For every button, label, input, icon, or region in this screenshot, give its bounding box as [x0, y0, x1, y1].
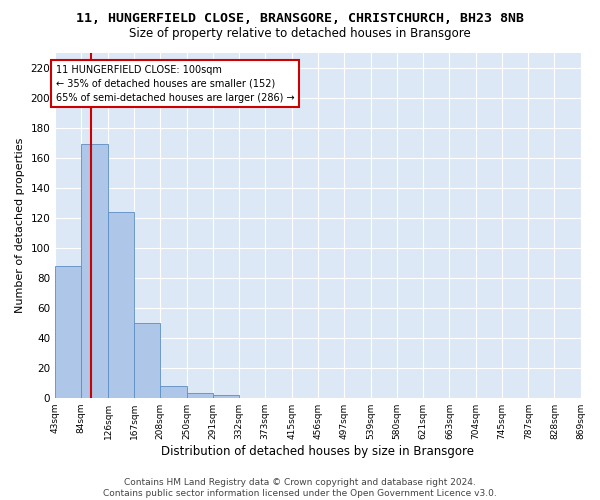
Bar: [55, 266, 81, 398]
Bar: [160, 386, 187, 398]
Bar: [108, 212, 134, 398]
Bar: [187, 393, 213, 398]
Text: Contains HM Land Registry data © Crown copyright and database right 2024.
Contai: Contains HM Land Registry data © Crown c…: [103, 478, 497, 498]
Bar: [81, 144, 108, 398]
Y-axis label: Number of detached properties: Number of detached properties: [15, 138, 25, 313]
Text: 11, HUNGERFIELD CLOSE, BRANSGORE, CHRISTCHURCH, BH23 8NB: 11, HUNGERFIELD CLOSE, BRANSGORE, CHRIST…: [76, 12, 524, 26]
Bar: [213, 394, 239, 398]
Text: Size of property relative to detached houses in Bransgore: Size of property relative to detached ho…: [129, 28, 471, 40]
X-axis label: Distribution of detached houses by size in Bransgore: Distribution of detached houses by size …: [161, 444, 475, 458]
Text: 11 HUNGERFIELD CLOSE: 100sqm
← 35% of detached houses are smaller (152)
65% of s: 11 HUNGERFIELD CLOSE: 100sqm ← 35% of de…: [56, 64, 295, 102]
Bar: [134, 322, 160, 398]
